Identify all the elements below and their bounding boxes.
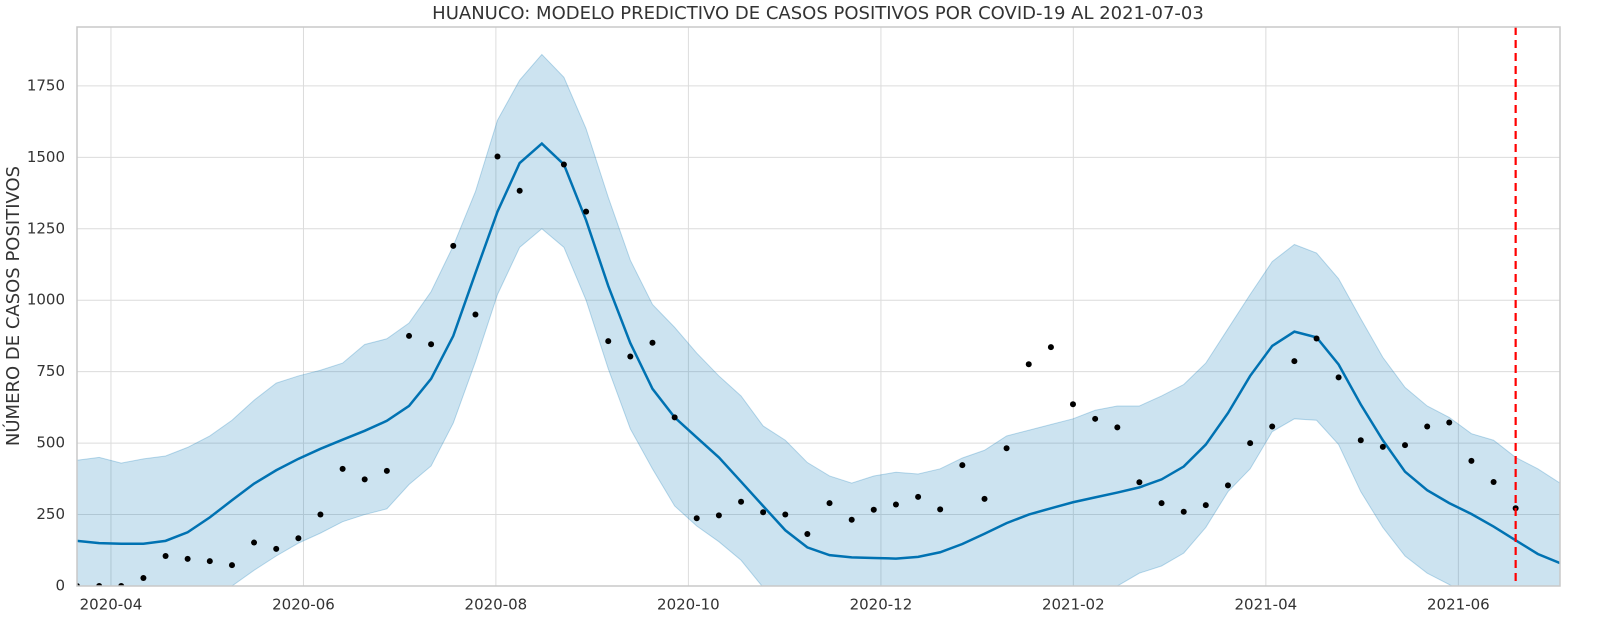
observed-point: [1490, 478, 1497, 485]
observed-point: [295, 535, 302, 542]
x-tick-label: 2020-04: [80, 596, 143, 614]
observed-point: [472, 311, 479, 318]
observed-point: [1247, 440, 1254, 447]
observed-point: [671, 414, 678, 421]
observed-point: [317, 511, 324, 518]
observed-point: [583, 208, 590, 215]
observed-point: [450, 242, 457, 249]
y-tick-label: 750: [36, 362, 65, 380]
observed-point: [1069, 401, 1076, 408]
observed-point: [760, 509, 767, 516]
observed-point: [516, 187, 523, 194]
observed-point: [162, 552, 169, 559]
tick-labels: 0 250 500 750 1000 1250 1500 1750 2020-04 2020-06…: [27, 76, 1490, 613]
observed-point: [649, 339, 656, 346]
observed-point: [1446, 419, 1453, 426]
y-axis-label: NÚMERO DE CASOS POSITIVOS: [2, 166, 24, 446]
observed-point: [1158, 500, 1165, 507]
observed-point: [1402, 442, 1409, 449]
y-tick-label: 0: [55, 577, 65, 595]
observed-point: [1092, 415, 1099, 422]
x-tick-label: 2020-10: [657, 596, 720, 614]
observed-point: [251, 539, 258, 546]
y-tick-label: 250: [36, 505, 65, 523]
observed-point: [1468, 457, 1475, 464]
y-tick-label: 500: [36, 434, 65, 452]
observed-point: [1047, 344, 1054, 351]
x-tick-label: 2021-06: [1427, 596, 1490, 614]
y-tick-label: 1750: [27, 76, 65, 94]
observed-point: [848, 516, 855, 523]
observed-point: [494, 153, 501, 160]
x-tick-label: 2021-02: [1042, 596, 1105, 614]
observed-point: [1357, 437, 1364, 444]
observed-point: [406, 332, 413, 339]
observed-point: [738, 498, 745, 505]
observed-point: [1335, 374, 1342, 381]
observed-point: [1003, 445, 1010, 452]
observed-point: [1180, 508, 1187, 515]
observed-point: [627, 353, 634, 360]
observed-point: [804, 530, 811, 537]
observed-point: [1224, 482, 1231, 489]
observed-point: [782, 511, 789, 518]
observed-point: [915, 493, 922, 500]
observed-point: [1424, 423, 1431, 430]
observed-point: [184, 555, 191, 562]
observed-point: [206, 558, 213, 565]
forecast-line: [77, 141, 1560, 565]
observed-point: [1202, 502, 1209, 509]
observed-point: [1379, 443, 1386, 450]
x-tick-label: 2020-08: [465, 596, 528, 614]
observed-point: [870, 506, 877, 513]
x-tick-label: 2021-04: [1235, 596, 1298, 614]
observed-point: [715, 512, 722, 519]
observed-point: [428, 341, 435, 348]
grid: [77, 27, 1560, 587]
observed-point: [339, 465, 346, 472]
observed-point: [1269, 423, 1276, 430]
y-tick-label: 1000: [27, 291, 65, 309]
y-tick-label: 1500: [27, 148, 65, 166]
x-tick-label: 2020-06: [272, 596, 335, 614]
observed-point: [383, 467, 390, 474]
observed-point: [981, 495, 988, 502]
observed-point: [892, 501, 899, 508]
observed-point: [560, 161, 567, 168]
observed-point: [361, 476, 368, 483]
observed-point: [1025, 361, 1032, 368]
observed-point: [1136, 479, 1143, 486]
observed-point: [826, 500, 833, 507]
observed-point: [228, 562, 235, 569]
observed-point: [1313, 335, 1320, 342]
observed-point: [937, 506, 944, 513]
observed-point: [693, 515, 700, 522]
observed-point: [605, 338, 612, 345]
confidence-band: [77, 53, 1560, 586]
observed-point: [140, 574, 147, 581]
observed-point: [959, 462, 966, 469]
observed-point: [273, 545, 280, 552]
observed-point: [1291, 358, 1298, 365]
plot-area: [77, 27, 1560, 586]
chart-title: HUANUCO: MODELO PREDICTIVO DE CASOS POSI…: [432, 3, 1204, 24]
observed-point: [1114, 424, 1121, 431]
plot-frame: [76, 26, 1561, 587]
y-tick-label: 1250: [27, 219, 65, 237]
x-tick-label: 2020-12: [850, 596, 913, 614]
